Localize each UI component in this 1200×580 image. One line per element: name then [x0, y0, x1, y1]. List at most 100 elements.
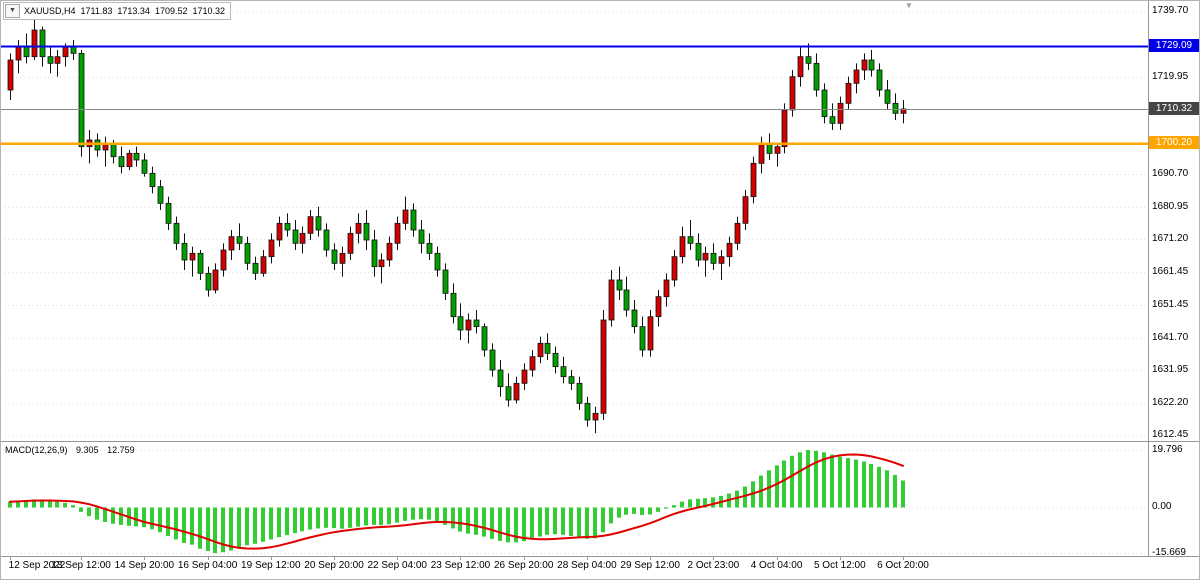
macd-histogram-bar	[672, 505, 676, 508]
candle-bearish	[639, 326, 646, 351]
candle-bullish	[718, 256, 725, 264]
macd-histogram-bar	[869, 463, 873, 508]
macd-histogram-bar	[703, 498, 707, 508]
macd-histogram-bar	[490, 507, 494, 539]
candle-bearish	[292, 229, 299, 244]
candle-bearish	[481, 326, 488, 351]
macd-histogram-bar	[340, 507, 344, 529]
candle-bullish	[789, 76, 796, 111]
macd-histogram-bar	[893, 474, 897, 508]
candle-bullish	[663, 279, 670, 298]
macd-histogram-bar	[862, 461, 866, 508]
macd-histogram-bar	[538, 507, 542, 537]
ohlc-close: 1710.32	[192, 6, 226, 16]
candle-bullish	[750, 162, 757, 198]
candle-bullish	[702, 252, 709, 261]
candle-bearish	[829, 116, 836, 124]
candle-bearish	[363, 222, 370, 241]
candle-bearish	[23, 46, 30, 58]
macd-histogram-bar	[24, 500, 28, 508]
macd-histogram-bar	[111, 507, 115, 524]
macd-signal-value: 12.759	[107, 445, 135, 455]
macd-histogram-bar	[332, 507, 336, 529]
candle-bearish	[141, 159, 148, 174]
macd-histogram-bar	[435, 507, 439, 523]
candle-bullish	[268, 239, 275, 258]
candle-bearish	[157, 186, 164, 204]
macd-histogram-bar	[458, 507, 462, 532]
macd-signal-line	[9, 453, 904, 550]
candle-bearish	[94, 139, 101, 151]
macd-histogram-bar	[877, 466, 881, 508]
macd-histogram-bar	[395, 507, 399, 523]
candle-bearish	[544, 342, 551, 354]
candle-bullish	[861, 59, 868, 71]
candle-bearish	[39, 29, 46, 58]
macd-histogram-bar	[166, 507, 170, 536]
candle-bearish	[205, 272, 212, 291]
macd-histogram-bar	[119, 507, 123, 525]
candle-bullish	[647, 316, 654, 351]
macd-histogram-bar	[387, 507, 391, 525]
candle-bullish	[513, 382, 520, 401]
chart-shift-marker-icon[interactable]: ▼	[905, 1, 913, 10]
macd-histogram-bar	[245, 507, 249, 546]
candle-bearish	[118, 156, 125, 168]
candle-bullish	[31, 29, 38, 58]
macd-histogram-bar	[403, 507, 407, 521]
candle-bearish	[47, 56, 54, 64]
macd-histogram-bar	[379, 507, 383, 526]
candle-bullish	[774, 146, 781, 154]
candle-bearish	[181, 242, 188, 261]
dropdown-icon[interactable]: ▼	[5, 4, 20, 18]
macd-histogram-bar	[48, 500, 52, 508]
candle-bullish	[126, 152, 133, 168]
macd-histogram-bar	[901, 480, 905, 508]
ohlc-open: 1711.83	[80, 6, 113, 16]
macd-histogram-bar	[316, 507, 320, 529]
macd-histogram-bar	[277, 507, 281, 538]
macd-histogram-bar	[830, 454, 834, 508]
macd-histogram-bar	[814, 450, 818, 508]
macd-label: MACD(12,26,9)	[5, 445, 68, 455]
candle-bullish	[837, 102, 844, 124]
macd-histogram-bar	[885, 470, 889, 508]
candle-bearish	[805, 56, 812, 64]
macd-histogram-bar	[767, 470, 771, 508]
candle-bearish	[252, 262, 259, 274]
macd-histogram-bar	[8, 501, 12, 508]
candle-bearish	[371, 239, 378, 268]
candle-bullish	[228, 236, 235, 251]
candle-bearish	[497, 369, 504, 388]
macd-histogram-bar	[443, 507, 447, 525]
macd-histogram-bar	[356, 507, 360, 527]
macd-histogram-bar	[213, 507, 217, 554]
candle-bullish	[797, 56, 804, 78]
candle-bearish	[560, 366, 567, 378]
candle-bullish	[260, 256, 267, 274]
candle-bullish	[742, 196, 749, 224]
candle-bullish	[600, 319, 607, 414]
macd-histogram-bar	[656, 507, 660, 512]
candle-bullish	[189, 252, 196, 261]
candle-bearish	[70, 46, 77, 54]
macd-histogram-bar	[142, 507, 146, 528]
candle-bearish	[631, 309, 638, 328]
candle-bullish	[394, 222, 401, 244]
candle-bullish	[62, 46, 69, 58]
macd-histogram-bar	[348, 507, 352, 528]
macd-histogram-bar	[134, 507, 138, 527]
candle-bullish	[307, 216, 314, 234]
macd-histogram-bar	[293, 507, 297, 534]
candle-bearish	[687, 236, 694, 244]
candle-bearish	[616, 279, 623, 291]
candle-bearish	[244, 242, 251, 264]
candle-bullish	[378, 259, 385, 268]
macd-histogram-bar	[300, 507, 304, 532]
macd-histogram-bar	[609, 507, 613, 524]
macd-histogram-bar	[221, 507, 225, 553]
symbol-timeframe-label: XAUUSD,H4	[24, 6, 76, 16]
candle-bearish	[410, 209, 417, 231]
